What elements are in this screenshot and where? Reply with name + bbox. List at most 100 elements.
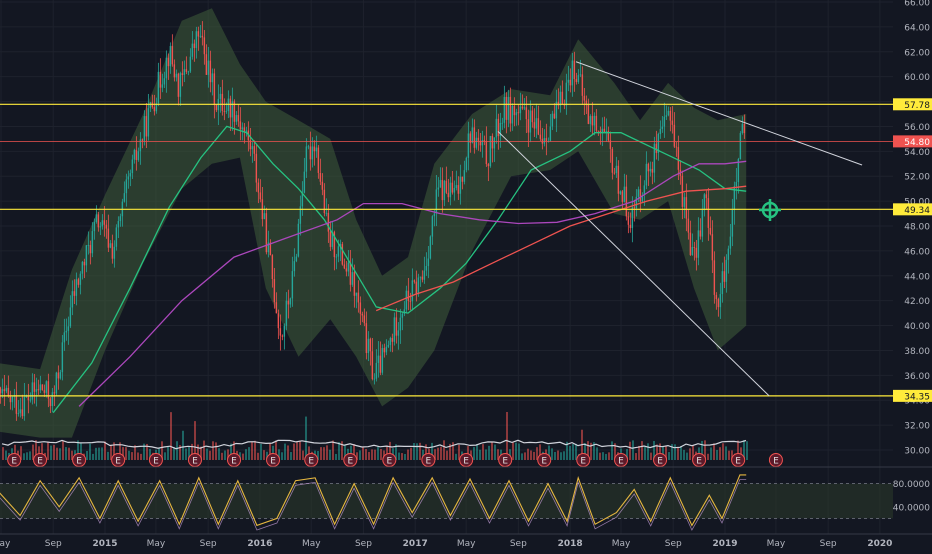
price-badge-label: 34.35 — [904, 392, 930, 402]
candle-body — [487, 164, 490, 167]
volume-bar — [299, 441, 301, 460]
candle-body — [67, 326, 70, 331]
earnings-marker-label: E — [580, 457, 586, 467]
volume-bar — [374, 449, 376, 460]
volume-bar — [344, 445, 346, 460]
earnings-marker-label: E — [308, 457, 314, 467]
volume-bar — [689, 448, 691, 460]
candle-body — [5, 387, 8, 392]
candle-body — [27, 395, 30, 401]
earnings-marker-label: E — [657, 457, 663, 467]
volume-bar — [731, 450, 733, 460]
volume-bar — [635, 453, 637, 460]
candle-body — [0, 387, 2, 394]
price-badge-label: 49.34 — [904, 206, 930, 216]
candle-body — [69, 307, 72, 327]
candle-body — [671, 120, 674, 125]
candle-body — [693, 246, 696, 248]
candle-body — [105, 224, 108, 229]
time-tick-label: 2016 — [247, 539, 272, 549]
candle-body — [277, 313, 280, 329]
volume-bar — [23, 453, 25, 460]
oscillator-tick-label: 40.0000 — [893, 503, 930, 513]
candle-body — [259, 192, 262, 200]
volume-ma-line — [1, 439, 747, 450]
price-tick-label: 54.00 — [904, 148, 930, 158]
candle-body — [401, 313, 404, 318]
candle-body — [737, 159, 740, 183]
price-axis-area — [893, 0, 932, 538]
volume-bar — [647, 443, 649, 460]
candle-body — [373, 378, 376, 380]
volume-bar — [575, 443, 577, 460]
candle-body — [233, 101, 236, 122]
volume-bar — [32, 444, 34, 460]
candle-body — [57, 372, 60, 379]
time-tick-label: 2018 — [558, 539, 583, 549]
price-tick-label: 48.00 — [904, 223, 930, 233]
volume-bar — [251, 441, 253, 460]
volume-bar — [452, 442, 454, 460]
candle-body — [669, 110, 672, 121]
price-tick-label: 52.00 — [904, 173, 930, 183]
candle-body — [581, 74, 584, 96]
candle-body — [85, 245, 88, 266]
candle-body — [89, 245, 92, 254]
volume-bar — [566, 441, 568, 460]
candle-body — [371, 351, 374, 380]
candle-body — [457, 185, 460, 194]
candle-body — [461, 176, 464, 182]
volume-bar — [272, 445, 274, 460]
time-tick-label: 2017 — [403, 539, 428, 549]
candle-body — [375, 362, 378, 379]
candle-body — [125, 179, 128, 194]
volume-bar — [134, 445, 136, 460]
volume-bar — [434, 449, 436, 460]
candle-body — [605, 131, 608, 133]
candle-body — [141, 139, 144, 141]
volume-bar — [113, 442, 115, 460]
candle-body — [215, 104, 218, 111]
candle-body — [1, 389, 4, 394]
candle-body — [127, 176, 130, 180]
moving-average-line-1 — [52, 125, 747, 414]
candle-body — [611, 148, 614, 173]
candle-body — [587, 104, 590, 124]
candle-body — [267, 242, 270, 253]
volume-bar — [560, 452, 562, 460]
candle-body — [175, 73, 178, 78]
volume-bar — [149, 448, 151, 460]
candle-body — [569, 79, 572, 86]
candle-body — [415, 281, 418, 294]
candle-body — [613, 172, 616, 174]
volume-bar — [95, 447, 97, 460]
candle-body — [421, 276, 424, 280]
price-tick-label: 64.00 — [904, 23, 930, 33]
volume-bar — [179, 445, 181, 460]
candle-body — [639, 189, 642, 202]
volume-bar — [200, 446, 202, 460]
volume-bar — [218, 448, 220, 460]
volume-bar — [680, 446, 682, 460]
candle-body — [93, 221, 96, 232]
volume-bar — [683, 449, 685, 460]
candle-body — [405, 290, 408, 310]
candle-body — [667, 110, 670, 116]
candle-body — [617, 165, 620, 194]
volume-bar — [479, 449, 481, 460]
earnings-marker-label: E — [115, 457, 121, 467]
candle-body — [573, 60, 576, 80]
volume-bar — [125, 447, 127, 460]
volume-bar — [512, 442, 514, 460]
candle-body — [253, 146, 256, 154]
earnings-marker-label: E — [735, 457, 741, 467]
candle-body — [495, 118, 498, 138]
candle-body — [387, 345, 390, 347]
earnings-marker-label: E — [76, 457, 82, 467]
candle-body — [161, 84, 164, 88]
candle-body — [707, 198, 710, 228]
candle-body — [159, 71, 162, 88]
volume-bar — [110, 444, 112, 460]
